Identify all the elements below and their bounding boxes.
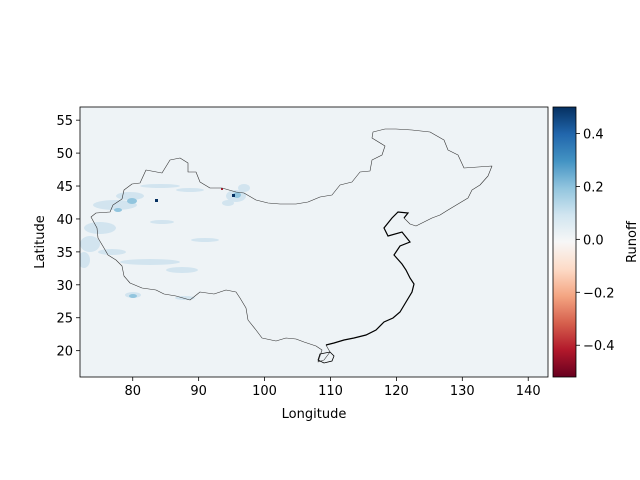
runoff-negative-spot bbox=[221, 188, 223, 190]
runoff-hotspot bbox=[155, 199, 158, 202]
colorbar-tick-label: −0.2 bbox=[583, 286, 615, 301]
colorbar-tick-label: 0.4 bbox=[583, 127, 604, 142]
y-tick-label: 30 bbox=[56, 279, 73, 294]
x-tick-label: 140 bbox=[516, 384, 541, 399]
x-tick-label: 100 bbox=[252, 384, 277, 399]
y-tick-label: 40 bbox=[56, 213, 73, 228]
colorbar-tick-label: −0.4 bbox=[583, 339, 615, 354]
country-border bbox=[90, 128, 493, 363]
colorbar-tick-label: 0.0 bbox=[583, 233, 604, 248]
x-tick-label: 90 bbox=[190, 384, 207, 399]
colorbar-label: Runoff bbox=[625, 220, 640, 263]
colorbar-tick-label: 0.2 bbox=[583, 180, 604, 195]
x-tick-label: 120 bbox=[384, 384, 409, 399]
y-tick-label: 25 bbox=[56, 312, 73, 327]
y-axis-label: Latitude bbox=[33, 215, 48, 269]
x-axis: 80 90 100 110 120 130 140 bbox=[124, 377, 541, 399]
y-tick-label: 20 bbox=[56, 345, 73, 360]
y-tick-label: 50 bbox=[56, 147, 73, 162]
y-axis: 20 25 30 35 40 45 50 55 bbox=[56, 114, 80, 360]
plot-frame bbox=[79, 106, 549, 378]
runoff-hotspot bbox=[232, 194, 235, 197]
island-outline bbox=[317, 351, 335, 364]
runoff-field-strong bbox=[114, 192, 241, 298]
x-axis-label: Longitude bbox=[282, 407, 347, 422]
y-tick-label: 55 bbox=[56, 114, 73, 129]
map-background bbox=[80, 107, 548, 377]
x-tick-label: 110 bbox=[318, 384, 343, 399]
coastline bbox=[325, 211, 415, 346]
x-tick-label: 130 bbox=[450, 384, 475, 399]
colorbar-ticks: 0.4 0.2 0.0 −0.2 −0.4 bbox=[576, 127, 615, 354]
y-tick-label: 45 bbox=[56, 180, 73, 195]
colorbar bbox=[552, 106, 577, 378]
y-tick-label: 35 bbox=[56, 246, 73, 261]
x-tick-label: 80 bbox=[124, 384, 141, 399]
